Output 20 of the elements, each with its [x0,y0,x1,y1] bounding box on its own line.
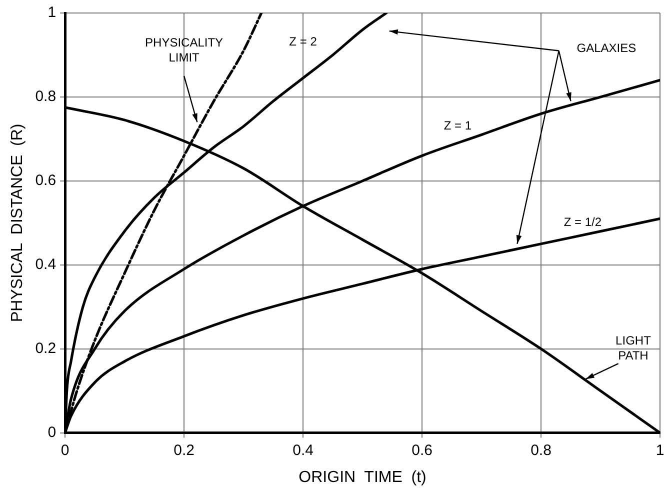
y-tick-label: 0.8 [35,88,56,106]
annotation: GALAXIES [576,40,636,55]
y-tick-label: 0 [48,424,56,441]
x-tick-label: 0.2 [174,442,194,459]
x-axis-title: ORIGIN TIME (t) [298,468,426,486]
x-tick-label: 1 [656,442,664,459]
y-tick-label: 0.2 [35,340,56,357]
series-label: Z = 1/2 [564,215,602,230]
series-label: Z = 1 [444,118,472,133]
text: LIGHT PATH [616,334,652,363]
y-tick-label: 0.6 [35,172,56,190]
x-tick-label: 0.4 [292,442,314,459]
y-axis-title: PHYSICAL DISTANCE (R) [9,124,26,322]
series-label: Z = 2 [289,34,318,49]
y-tick-label: 1 [48,4,56,22]
y-tick-label: 0.4 [35,256,56,274]
x-tick-label: 0 [60,442,70,459]
series-label: PHYSICALITY LIMIT [145,36,224,65]
x-tick-label: 0.8 [530,442,552,459]
x-tick-label: 0.6 [412,442,432,459]
